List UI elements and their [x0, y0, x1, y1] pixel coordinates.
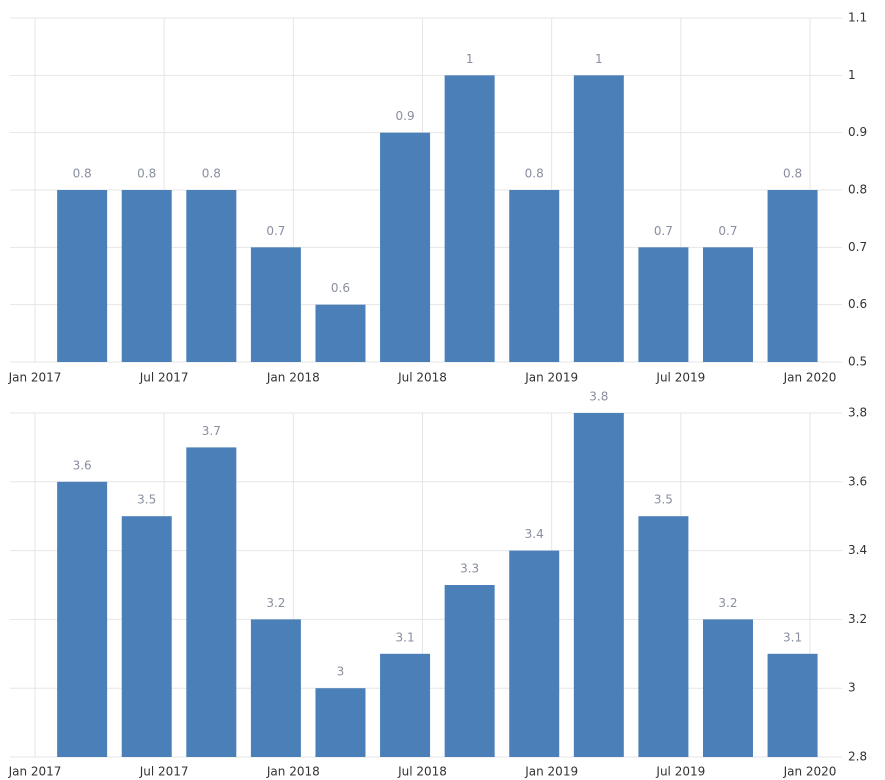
x-tick-label: Jan 2019: [524, 765, 578, 779]
x-tick-label: Jan 2017: [8, 765, 62, 779]
x-tick-label: Jan 2019: [524, 371, 578, 385]
value-label: 3.2: [718, 596, 737, 610]
y-tick-label: 0.6: [848, 297, 867, 311]
bar: [315, 304, 366, 362]
value-label: 3.2: [266, 596, 285, 610]
value-label: 0.9: [396, 109, 415, 123]
bar: [767, 653, 818, 757]
value-label: 0.6: [331, 281, 350, 295]
bar: [121, 190, 172, 362]
value-label: 3.4: [525, 527, 544, 541]
value-label: 0.7: [266, 224, 285, 238]
bar: [509, 190, 560, 362]
x-tick-label: Jan 2018: [266, 371, 320, 385]
x-tick-label: Jul 2017: [139, 371, 189, 385]
value-label: 0.8: [202, 167, 221, 181]
x-tick-label: Jan 2018: [266, 765, 320, 779]
bar: [638, 247, 689, 362]
value-label: 3: [337, 665, 345, 679]
bar: [315, 688, 366, 757]
bar: [186, 190, 237, 362]
x-tick-label: Jul 2018: [397, 371, 447, 385]
bar: [767, 190, 818, 362]
x-tick-label: Jul 2017: [139, 765, 189, 779]
bar: [380, 653, 431, 757]
y-tick-label: 3.8: [848, 406, 867, 420]
value-label: 0.8: [73, 167, 92, 181]
value-label: 0.8: [783, 167, 802, 181]
value-label: 3.3: [460, 562, 479, 576]
bar: [250, 247, 301, 362]
bar: [573, 413, 624, 757]
bar: [250, 619, 301, 757]
y-tick-label: 1.1: [848, 11, 867, 25]
bar: [702, 247, 753, 362]
bar: [444, 585, 495, 757]
x-tick-label: Jul 2019: [655, 371, 705, 385]
y-tick-label: 1: [848, 68, 856, 82]
bar: [702, 619, 753, 757]
value-label: 3.1: [396, 630, 415, 644]
y-tick-label: 0.9: [848, 125, 867, 139]
x-tick-label: Jan 2020: [783, 371, 837, 385]
y-tick-label: 0.5: [848, 355, 867, 369]
value-label: 3.5: [654, 493, 673, 507]
value-label: 0.8: [525, 167, 544, 181]
x-tick-label: Jul 2018: [397, 765, 447, 779]
bar: [638, 516, 689, 757]
y-tick-label: 3.4: [848, 543, 867, 557]
bar: [186, 447, 237, 757]
bar: [509, 550, 560, 757]
value-label: 3.8: [589, 390, 608, 404]
y-tick-label: 3.6: [848, 474, 867, 488]
bar: [121, 516, 172, 757]
value-label: 3.5: [137, 493, 156, 507]
value-label: 3.6: [73, 458, 92, 472]
y-tick-label: 0.7: [848, 240, 867, 254]
y-tick-label: 0.8: [848, 183, 867, 197]
bar: [57, 481, 108, 757]
y-tick-label: 2.8: [848, 750, 867, 764]
value-label: 0.7: [718, 224, 737, 238]
value-label: 0.7: [654, 224, 673, 238]
bar: [444, 75, 495, 362]
value-label: 1: [466, 52, 474, 66]
bar: [380, 132, 431, 362]
y-tick-label: 3.2: [848, 612, 867, 626]
value-label: 0.8: [137, 167, 156, 181]
x-tick-label: Jan 2017: [8, 371, 62, 385]
y-tick-label: 3: [848, 681, 856, 695]
value-label: 1: [595, 52, 603, 66]
value-label: 3.7: [202, 424, 221, 438]
bar: [573, 75, 624, 362]
bar: [57, 190, 108, 362]
value-label: 3.1: [783, 630, 802, 644]
x-tick-label: Jan 2020: [783, 765, 837, 779]
x-tick-label: Jul 2019: [655, 765, 705, 779]
